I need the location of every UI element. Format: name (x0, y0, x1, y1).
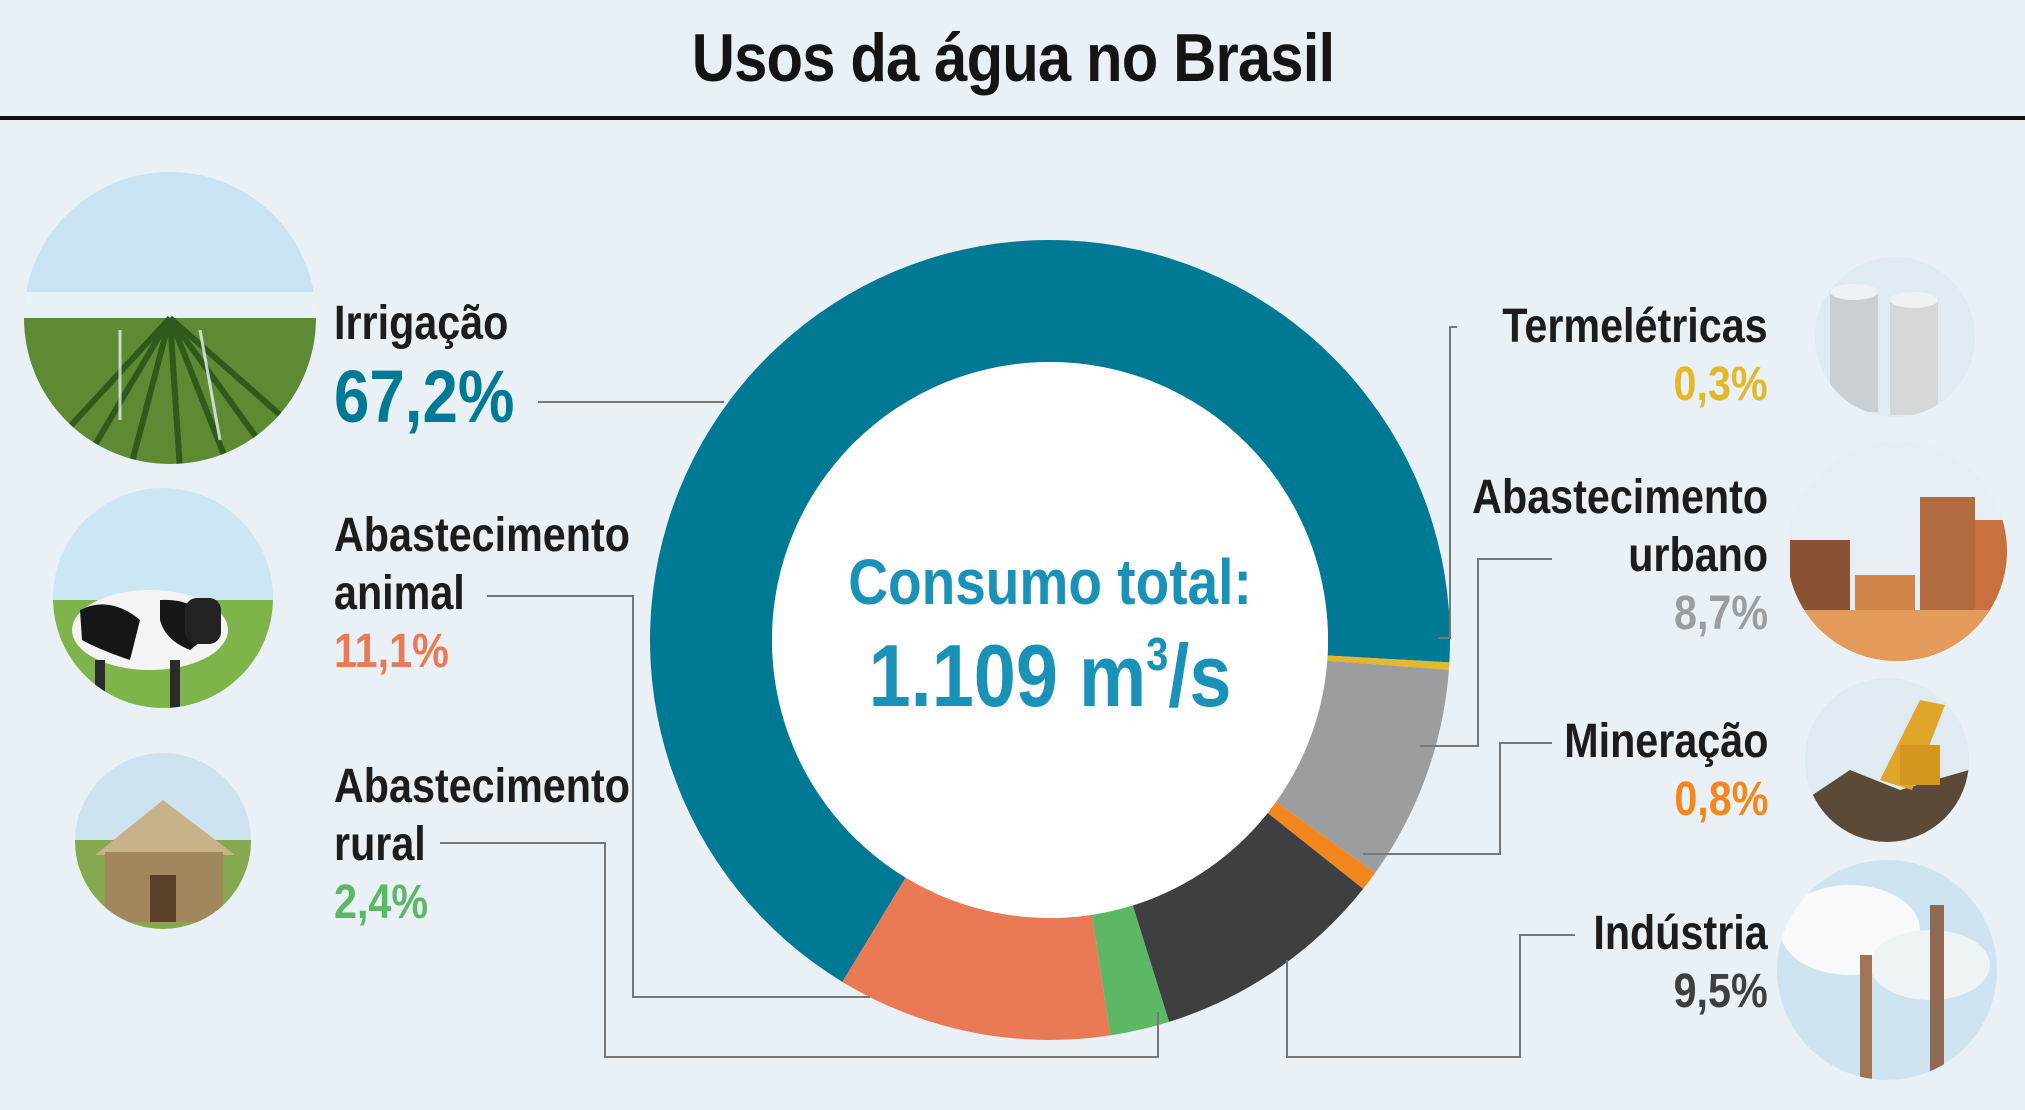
slice-animal (842, 877, 1111, 1041)
label-termeletricas: Termelétricas 0,3% (1459, 303, 1768, 409)
donut-slices (650, 240, 1450, 1041)
leader-urbano (1420, 558, 1552, 747)
name-rural-2: rural (334, 818, 426, 871)
value-termeletricas: 0,3% (1673, 358, 1768, 411)
total-value: 1.109 m3/s (868, 626, 1232, 725)
name-animal-2: animal (334, 567, 465, 620)
industry-photo (1777, 860, 1997, 1080)
leader-industria (1286, 934, 1575, 1058)
donut-hole (772, 362, 1328, 918)
termeletrica-photo (1815, 257, 1975, 417)
mining-photo (1805, 678, 1969, 842)
name-irrigacao: Irrigação (334, 297, 509, 350)
name-mineracao: Mineração (1563, 715, 1768, 768)
name-rural-1: Abastecimento (334, 760, 630, 813)
name-urbano-2: urbano (1628, 529, 1768, 582)
value-industria: 9,5% (1673, 965, 1768, 1018)
slice-irrigacao (650, 240, 1450, 982)
animal-photo (53, 488, 273, 708)
slice-rural (1091, 905, 1170, 1036)
value-irrigacao: 67,2% (334, 355, 515, 438)
value-mineracao: 0,8% (1673, 773, 1768, 826)
leader-termeletricas (1438, 326, 1457, 639)
header: Usos da água no Brasil (0, 0, 2025, 120)
value-animal: 11,1% (334, 625, 449, 678)
chart-title: Usos da água no Brasil (691, 20, 1334, 96)
label-irrigacao: Irrigação 67,2% (334, 300, 544, 434)
label-rural: Abastecimento rural 2,4% (334, 763, 678, 927)
rural-photo (75, 753, 251, 929)
name-termeletricas: Termelétricas (1502, 300, 1768, 353)
name-urbano-1: Abastecimento (1472, 471, 1768, 524)
label-urbano: Abastecimento urbano 8,7% (1424, 474, 1768, 638)
irrigation-photo (24, 172, 316, 464)
label-animal: Abastecimento animal 11,1% (334, 512, 678, 676)
slice-mineracao (1267, 801, 1376, 889)
slice-termeletricas (1327, 655, 1450, 670)
total-label: Consumo total: (848, 546, 1252, 618)
name-industria: Indústria (1593, 907, 1768, 960)
name-animal-1: Abastecimento (334, 509, 630, 562)
leader-rural (440, 842, 1159, 1058)
slice-urbano (1276, 660, 1449, 873)
donut-center: Consumo total: 1.109 m3/s (780, 545, 1320, 727)
label-industria: Indústria 9,5% (1565, 910, 1768, 1016)
value-rural: 2,4% (334, 876, 429, 929)
leader-animal (487, 595, 870, 998)
urban-photo (1787, 441, 2007, 661)
value-urbano: 8,7% (1673, 587, 1768, 640)
label-mineracao: Mineração 0,8% (1531, 718, 1768, 824)
leader-mineracao (1363, 742, 1552, 855)
leader-lines (440, 326, 1575, 1058)
slice-industria (1132, 812, 1364, 1022)
